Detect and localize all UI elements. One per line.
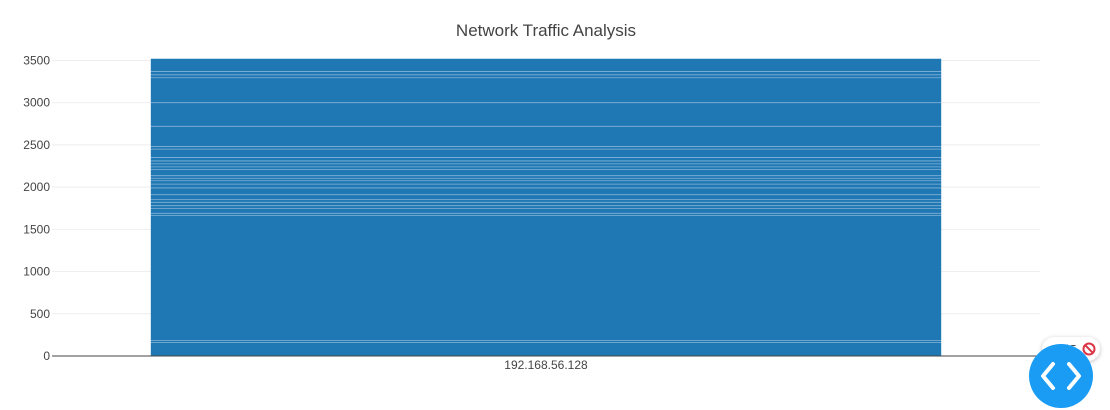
block-icon[interactable] xyxy=(1082,342,1096,356)
axis-layer: 0 500 1000 1500 2000 2500 3000 3500 192.168.56.1… xyxy=(23,53,1040,372)
chart-title: Network Traffic Analysis xyxy=(456,21,636,40)
y-tick-label: 3500 xyxy=(23,53,50,67)
y-tick-label: 2000 xyxy=(23,180,50,194)
y-tick-label: 0 xyxy=(43,349,50,363)
bar-layer xyxy=(150,58,942,356)
bar xyxy=(150,58,942,356)
y-tick-label: 1500 xyxy=(23,222,50,236)
x-tick-label: 192.168.56.128 xyxy=(504,358,588,372)
code-icon xyxy=(1041,362,1081,390)
y-tick-label: 2500 xyxy=(23,138,50,152)
code-toggle-button[interactable] xyxy=(1029,344,1093,408)
y-tick-label: 1000 xyxy=(23,265,50,279)
y-tick-label: 3000 xyxy=(23,96,50,110)
y-tick-label: 500 xyxy=(30,307,50,321)
